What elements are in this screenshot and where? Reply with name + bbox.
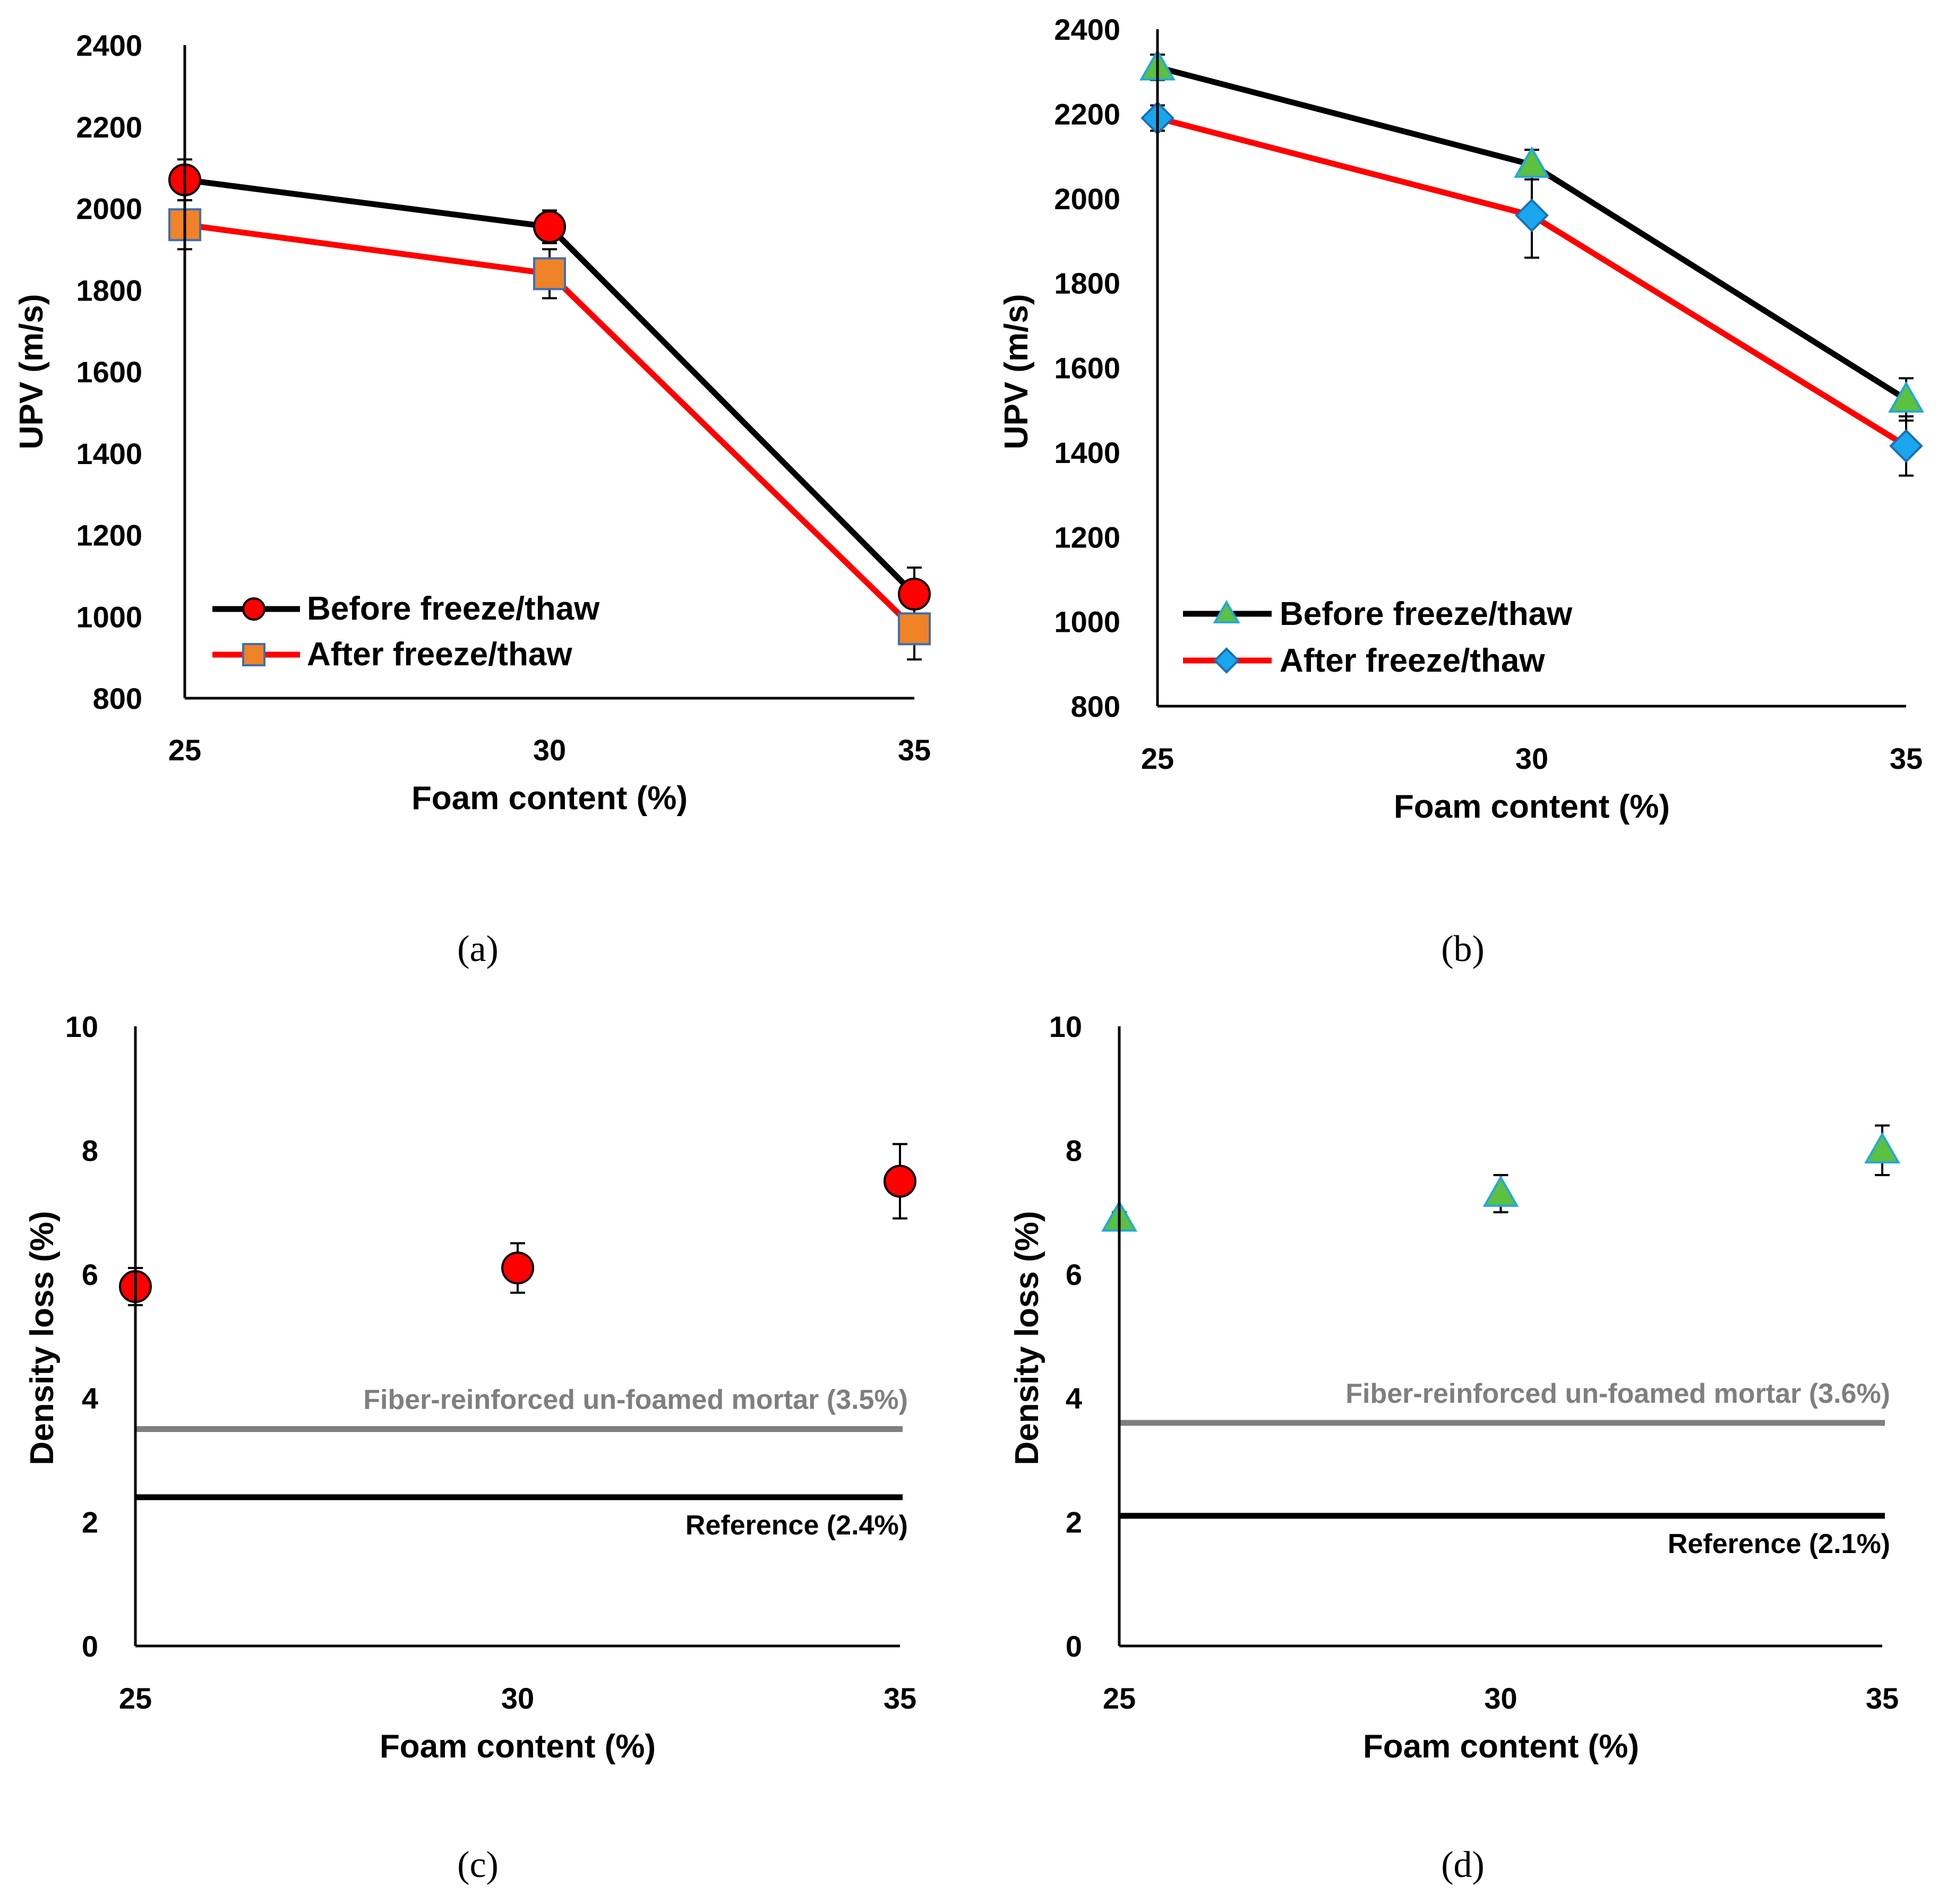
panel-a-x-tick-label: 25 [168,733,201,767]
panel-b-legend-before-label: Before freeze/thaw [1280,596,1573,632]
panel-b-x-tick-label: 25 [1141,742,1174,775]
panel-a-after-point [533,257,566,290]
panel-d-y-tick-label: 4 [1066,1382,1082,1415]
panel-b-legend-after-label: After freeze/thaw [1280,642,1545,679]
panel-d-x-tick-label: 35 [1866,1682,1899,1715]
panel-a-x-tick-label: 30 [533,733,566,767]
panel-a-y-tick-labels: 800 1000 1200 1400 1600 1800 2000 2200 2400 [76,29,142,715]
panel-b-x-tick-label: 35 [1890,742,1923,775]
panel-a-after-point [898,612,931,646]
panel-a-x-tick-label: 35 [898,733,931,767]
panel-d-x-tick-label: 25 [1103,1682,1136,1715]
panel-a-y-tick-label: 2400 [76,29,142,62]
panel-c-data-point [501,1251,534,1285]
panel-c-label: (c) [457,1845,499,1885]
panel-b-y-tick-label: 2200 [1054,97,1120,131]
panel-b-x-tick-labels: 25 30 35 [1141,742,1923,775]
panel-b-y-tick-labels: 800 1000 1200 1400 1600 1800 2000 2200 2400 [1054,13,1120,723]
panel-a-legend: Before freeze/thaw After freeze/thaw [212,590,600,673]
panel-a-y-tick-label: 1000 [76,600,142,633]
panel-a-y-axis-title: UPV (m/s) [13,294,50,450]
panel-a-legend-before-marker [242,597,265,621]
panel-d-density-loss-chart: Fiber-reinforced un-foamed mortar (3.6%)… [1009,1010,1900,1885]
panel-c-y-tick-label: 8 [82,1134,98,1167]
panel-c-x-tick-label: 35 [884,1682,916,1715]
panel-a-data-marks [168,158,931,661]
panel-b-y-tick-label: 2400 [1054,13,1120,46]
panel-d-data-marks [1101,1124,1900,1232]
panel-b-y-tick-label: 1000 [1054,605,1120,639]
panel-c-x-tick-label: 30 [501,1682,534,1715]
panel-d-y-tick-label: 10 [1049,1010,1082,1043]
panel-c-mortar-label: Fiber-reinforced un-foamed mortar (3.5%) [363,1385,908,1416]
panel-c-y-tick-label: 0 [82,1629,98,1663]
panel-d-reference-label: Reference (2.1%) [1668,1529,1890,1559]
panel-b-y-tick-label: 1400 [1054,436,1120,469]
panel-a-label: (a) [457,929,499,970]
panel-a-y-tick-label: 2000 [76,192,142,226]
panel-b-legend-before-marker [1213,600,1240,623]
panel-c-x-tick-labels: 25 30 35 [119,1682,916,1715]
panel-a-legend-before-label: Before freeze/thaw [307,590,600,627]
panel-c-y-tick-label: 4 [82,1382,98,1415]
panel-b-y-tick-label: 2000 [1054,182,1120,216]
panel-b-x-axis-title: Foam content (%) [1394,788,1670,825]
panel-a-before-point [898,577,931,611]
panel-b-legend-after-marker [1213,647,1240,674]
panel-b-y-tick-label: 1200 [1054,520,1120,554]
panel-d-x-tick-label: 30 [1484,1682,1517,1715]
panel-b-y-axis-title: UPV (m/s) [998,294,1035,450]
panel-b-after-point [1889,429,1923,463]
panel-a-upv-chart: 800 1000 1200 1400 1600 1800 2000 2200 2400 25 30… [13,29,931,970]
panel-d-y-axis-title: Density loss (%) [1009,1211,1045,1465]
panel-b-x-tick-label: 30 [1515,742,1548,775]
panel-c-y-tick-labels: 0 2 4 6 8 10 [65,1010,98,1663]
panel-a-y-tick-label: 1800 [76,273,142,307]
panel-d-y-tick-label: 0 [1066,1629,1082,1663]
panel-c-x-axis-title: Foam content (%) [380,1728,656,1765]
panel-d-x-tick-labels: 25 30 35 [1103,1682,1899,1715]
panel-b-y-tick-label: 1800 [1054,267,1120,300]
panel-b-upv-chart: 800 1000 1200 1400 1600 1800 2000 2200 2400 25 30… [998,13,1924,970]
panel-c-data-point [884,1164,916,1198]
panel-a-y-tick-label: 1600 [76,355,142,389]
panel-d-x-axis-title: Foam content (%) [1363,1728,1639,1765]
panel-c-y-tick-label: 2 [82,1506,98,1539]
panel-a-y-tick-label: 1200 [76,519,142,552]
panel-b-before-point [1888,381,1924,413]
panel-c-reference-label: Reference (2.4%) [685,1510,908,1541]
panel-a-legend-after-marker [242,643,265,666]
panel-d-reference-lines: Fiber-reinforced un-foamed mortar (3.6%)… [1119,1378,1890,1559]
panel-b-y-tick-label: 1600 [1054,351,1120,385]
panel-d-y-tick-label: 2 [1066,1506,1082,1539]
panel-d-y-tick-labels: 0 2 4 6 8 10 [1049,1010,1082,1663]
panel-c-y-axis-title: Density loss (%) [24,1211,61,1465]
panel-c-y-tick-label: 10 [65,1010,98,1043]
panel-b-after-point [1515,198,1549,233]
panel-d-data-point [1864,1131,1900,1164]
panel-c-reference-lines: Fiber-reinforced un-foamed mortar (3.5%)… [135,1385,908,1541]
panel-c-x-tick-label: 25 [119,1682,152,1715]
panel-c-data-marks [119,1143,916,1307]
panel-b-data-marks [1139,49,1924,477]
panel-a-before-point [533,210,566,244]
panel-d-y-tick-label: 8 [1066,1134,1082,1167]
panel-a-x-axis-title: Foam content (%) [411,780,688,817]
panel-c-density-loss-chart: Fiber-reinforced un-foamed mortar (3.5%)… [24,1010,916,1885]
panel-d-mortar-label: Fiber-reinforced un-foamed mortar (3.6%) [1345,1378,1890,1409]
panel-d-data-point [1482,1175,1519,1207]
panel-a-x-tick-labels: 25 30 35 [168,733,931,767]
panel-a-y-tick-label: 2200 [76,110,142,144]
panel-a-legend-after-label: After freeze/thaw [307,636,572,673]
panel-b-before-point [1514,146,1550,178]
panel-b-y-tick-label: 800 [1071,690,1120,723]
panel-c-y-tick-label: 6 [82,1258,98,1291]
panel-a-y-tick-label: 1400 [76,437,142,470]
panel-b-label: (b) [1441,929,1485,970]
panel-a-y-tick-label: 800 [93,682,142,715]
panel-d-label: (d) [1441,1845,1485,1885]
panel-b-legend: Before freeze/thaw After freeze/thaw [1183,596,1573,679]
panel-d-y-tick-label: 6 [1066,1258,1082,1291]
